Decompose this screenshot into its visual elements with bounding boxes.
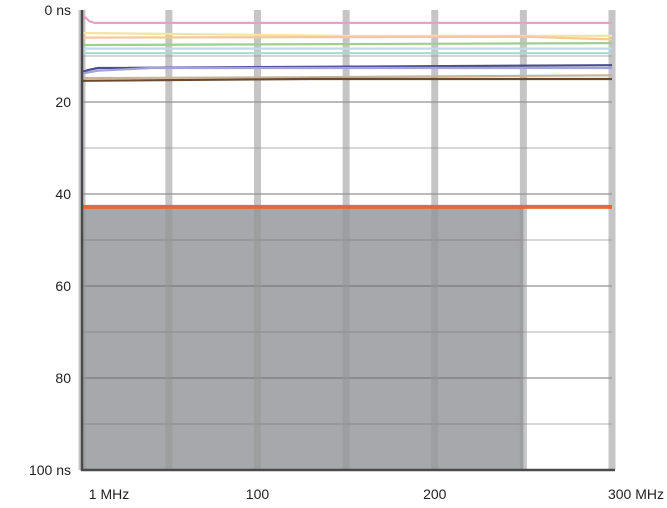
series-line-9 — [81, 74, 613, 80]
y-tick-label-40: 40 — [55, 186, 71, 202]
x-tick-label-100: 100 — [246, 486, 270, 502]
series-line-10 — [81, 77, 612, 82]
x-tick-label-1: 1 MHz — [89, 486, 129, 502]
series-line-7 — [81, 64, 613, 74]
axes-layer — [80, 10, 615, 472]
y-tick-label-100: 100 ns — [29, 462, 71, 478]
y-tick-labels: 0 ns 20 40 60 80 100 ns — [29, 2, 71, 478]
series-line-8 — [81, 66, 612, 75]
shaded-region — [82, 207, 524, 471]
x-tick-label-200: 200 — [423, 486, 447, 502]
series-layer — [81, 16, 613, 209]
y-tick-label-0: 0 ns — [45, 2, 71, 18]
shaded-region-layer — [82, 207, 524, 471]
y-tick-label-80: 80 — [55, 370, 71, 386]
y-tick-label-60: 60 — [55, 278, 71, 294]
y-tick-label-20: 20 — [55, 94, 71, 110]
series-line-1 — [81, 16, 612, 24]
series-line-3 — [81, 35, 613, 41]
x-tick-label-300: 300 MHz — [608, 486, 664, 502]
x-tick-labels: 1 MHz 100 200 300 MHz — [89, 486, 664, 502]
